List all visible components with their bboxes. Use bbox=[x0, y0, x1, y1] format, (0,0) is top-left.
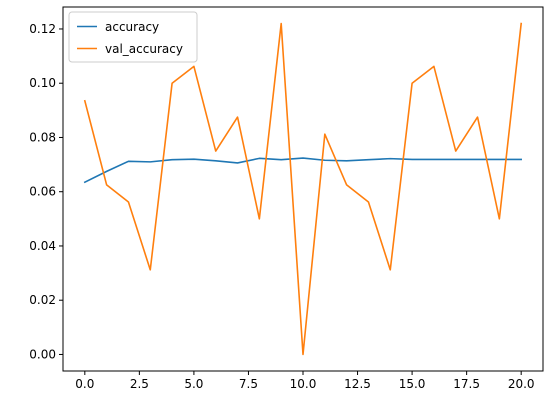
legend-label-val-accuracy: val_accuracy bbox=[105, 42, 183, 56]
x-tick-label: 15.0 bbox=[399, 377, 426, 391]
series-line-val-accuracy bbox=[83, 22, 523, 356]
x-tick-label: 5.0 bbox=[184, 377, 203, 391]
x-tick-label: 10.0 bbox=[290, 377, 317, 391]
x-tick-label: 17.5 bbox=[453, 377, 480, 391]
series-line-accuracy bbox=[83, 157, 522, 184]
y-tick-label: 0.08 bbox=[29, 130, 56, 144]
legend-box bbox=[68, 11, 198, 63]
y-tick-label: 0.06 bbox=[29, 185, 56, 199]
legend-label-accuracy: accuracy bbox=[105, 20, 159, 34]
plot-lines bbox=[83, 22, 523, 356]
y-tick-label: 0.00 bbox=[29, 347, 56, 361]
x-tick-label: 12.5 bbox=[344, 377, 371, 391]
x-tick-label: 7.5 bbox=[239, 377, 258, 391]
x-tick-label: 20.0 bbox=[508, 377, 535, 391]
x-axis-ticks: 0.0 2.5 5.0 7.5 10.0 12.5 15.0 17.5 20.0 bbox=[75, 371, 535, 391]
y-tick-label: 0.02 bbox=[29, 293, 56, 307]
y-tick-label: 0.10 bbox=[29, 76, 56, 90]
y-tick-label: 0.12 bbox=[29, 22, 56, 36]
legend: accuracy val_accuracy bbox=[68, 11, 198, 63]
x-tick-label: 2.5 bbox=[130, 377, 149, 391]
y-tick-label: 0.04 bbox=[29, 239, 56, 253]
x-tick-label: 0.0 bbox=[75, 377, 94, 391]
y-axis-ticks: 0.00 0.02 0.04 0.06 0.08 0.10 0.12 bbox=[29, 22, 63, 361]
